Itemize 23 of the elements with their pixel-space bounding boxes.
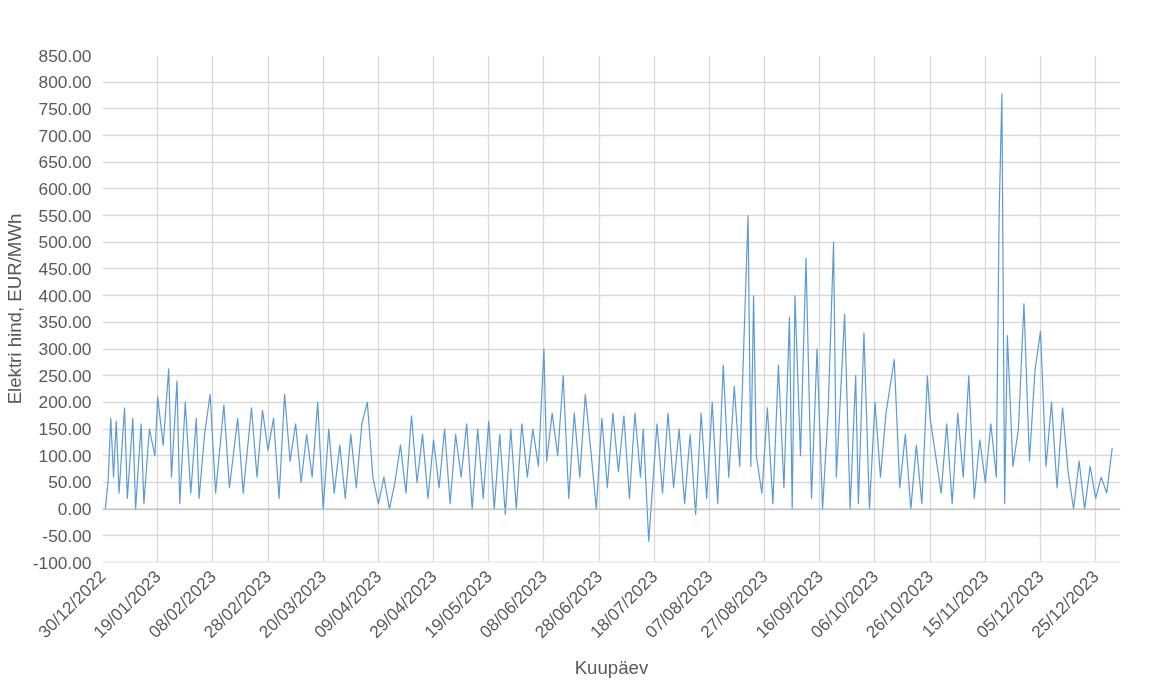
y-axis-title: Elektri hind, EUR/MWh	[3, 213, 25, 405]
y-tick-label: 350.00	[38, 312, 92, 333]
y-tick-label: 250.00	[38, 365, 92, 386]
y-tick-label: 700.00	[38, 125, 92, 146]
y-tick-label: 0.00	[57, 499, 92, 520]
y-tick-label: 650.00	[38, 152, 92, 173]
y-tick-label: 300.00	[38, 339, 92, 360]
y-tick-label: 100.00	[38, 445, 92, 466]
y-tick-label: 200.00	[38, 392, 92, 413]
y-tick-label: -50.00	[42, 525, 92, 546]
y-tick-label: 800.00	[38, 72, 92, 93]
y-tick-label: 150.00	[38, 419, 92, 440]
y-tick-label: 50.00	[48, 472, 92, 493]
y-tick-label: 450.00	[38, 258, 92, 279]
line-series	[104, 93, 1113, 542]
x-axis-title: Kuupäev	[574, 656, 649, 678]
y-tick-label: 500.00	[38, 232, 92, 253]
y-tick-label: 550.00	[38, 205, 92, 226]
y-tick-label: 400.00	[38, 285, 92, 306]
y-tick-label: 600.00	[38, 178, 92, 199]
y-tick-label: 750.00	[38, 98, 92, 119]
y-tick-label: -100.00	[32, 552, 92, 573]
y-tick-label: 850.00	[38, 45, 92, 66]
